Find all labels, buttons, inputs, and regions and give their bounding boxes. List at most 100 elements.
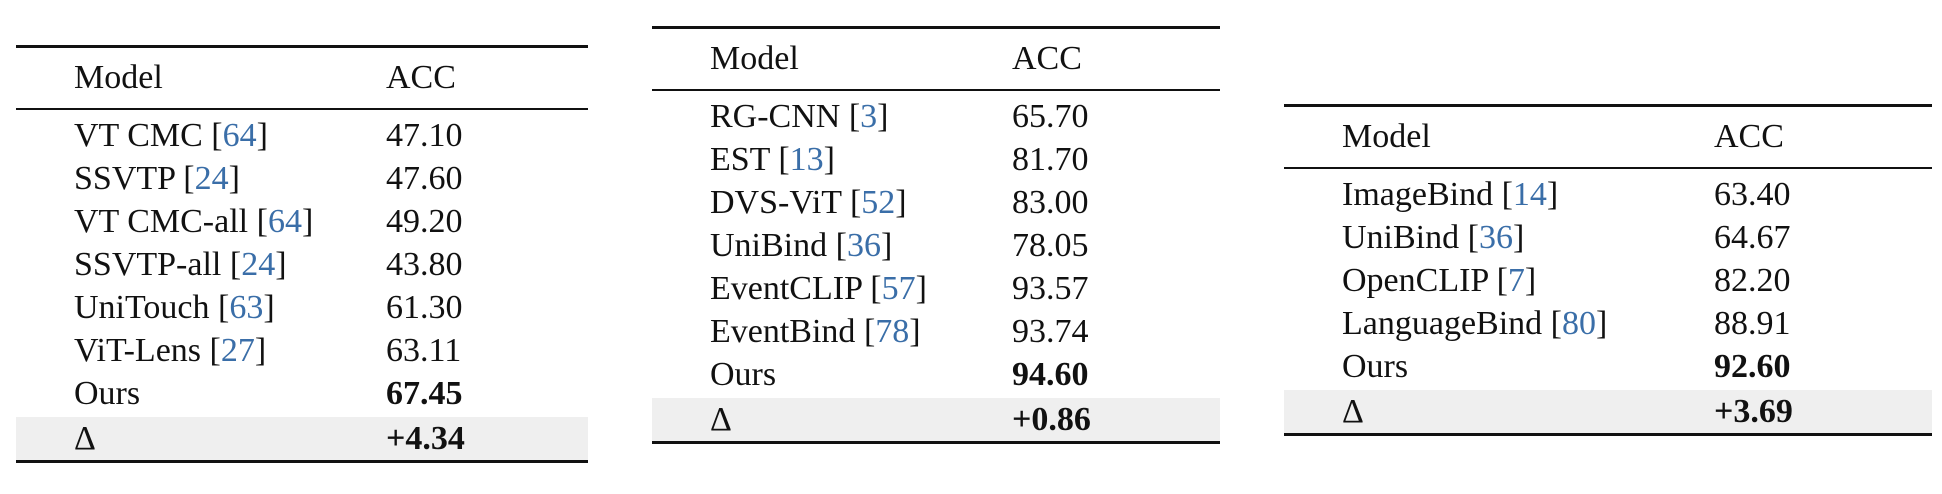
acc-value: 47.10 — [386, 117, 463, 154]
model-cell: LanguageBind [80] — [1342, 305, 1608, 342]
citation-link[interactable]: 80 — [1562, 305, 1596, 342]
acc-value: 78.05 — [1012, 227, 1089, 264]
acc-value: 63.11 — [386, 332, 462, 369]
table-row: UniTouch [63] 61.30 — [16, 286, 588, 329]
model-cell: UniBind [36] — [710, 227, 893, 264]
model-name: RG-CNN — [710, 98, 841, 135]
citation-link[interactable]: 36 — [1478, 219, 1513, 256]
model-name: UniBind — [1342, 219, 1460, 256]
citation-link[interactable]: 3 — [860, 98, 878, 135]
citation-link[interactable]: 64 — [267, 203, 302, 240]
delta-label: Δ — [710, 401, 732, 438]
ours-row: Ours 94.60 — [652, 353, 1220, 396]
delta-acc: +3.69 — [1714, 393, 1793, 430]
acc-value: 49.20 — [386, 203, 463, 240]
delta-acc: +0.86 — [1012, 401, 1091, 438]
acc-value: 65.70 — [1012, 98, 1089, 135]
header-acc: ACC — [1012, 40, 1082, 77]
table-row: EventBind [78] 93.74 — [652, 310, 1220, 353]
model-cell: ViT-Lens [27] — [74, 332, 267, 369]
acc-value: 61.30 — [386, 289, 463, 326]
results-table-1: Model ACC VT CMC [64] 47.10 SSVTP [24] 47.60 V… — [16, 45, 588, 463]
acc-value: 63.40 — [1714, 176, 1791, 213]
delta-label: Δ — [74, 420, 96, 457]
table-row: OpenCLIP [7] 82.20 — [1284, 259, 1932, 302]
ours-label: Ours — [1342, 348, 1409, 385]
citation-link[interactable]: 78 — [875, 313, 910, 350]
table-row: SSVTP-all [24] 43.80 — [16, 243, 588, 286]
header-model: Model — [1342, 118, 1431, 155]
ours-acc: 67.45 — [386, 375, 463, 412]
table-row: VT CMC [64] 47.10 — [16, 114, 588, 157]
results-table-2: Model ACC RG-CNN [3] 65.70 EST [13] 81.70 DVS-… — [652, 26, 1220, 444]
ours-acc: 92.60 — [1714, 348, 1791, 385]
table-row: RG-CNN [3] 65.70 — [652, 95, 1220, 138]
citation-link[interactable]: 14 — [1512, 176, 1547, 213]
model-name: ImageBind — [1342, 176, 1494, 213]
table-row: EST [13] 81.70 — [652, 138, 1220, 181]
ours-label: Ours — [74, 375, 141, 412]
citation-link[interactable]: 52 — [861, 184, 896, 221]
ours-label: Ours — [710, 356, 777, 393]
citation-link[interactable]: 36 — [846, 227, 881, 264]
acc-value: 88.91 — [1714, 305, 1791, 342]
model-name: SSVTP — [74, 160, 175, 197]
model-name: VT CMC — [74, 117, 203, 154]
citation-link[interactable]: 57 — [881, 270, 916, 307]
header-model: Model — [74, 59, 163, 96]
ours-row: Ours 67.45 — [16, 372, 588, 415]
table-row: UniBind [36] 64.67 — [1284, 216, 1932, 259]
model-name: ViT-Lens — [74, 332, 202, 369]
model-name: EST — [710, 141, 770, 178]
header-row: Model ACC — [1284, 107, 1932, 169]
citation-link[interactable]: 7 — [1507, 262, 1525, 299]
acc-value: 93.74 — [1012, 313, 1089, 350]
results-table-3: Model ACC ImageBind [14] 63.40 UniBind [36] 6… — [1284, 104, 1932, 436]
model-cell: EventCLIP [57] — [710, 270, 927, 307]
delta-row: Δ +3.69 — [1284, 390, 1932, 433]
model-name: UniBind — [710, 227, 828, 264]
model-name: DVS-ViT — [710, 184, 842, 221]
acc-value: 43.80 — [386, 246, 463, 283]
model-cell: DVS-ViT [52] — [710, 184, 907, 221]
header-acc: ACC — [1714, 118, 1784, 155]
table-row: ImageBind [14] 63.40 — [1284, 173, 1932, 216]
citation-link[interactable]: 64 — [222, 117, 257, 154]
table-row: LanguageBind [80] 88.91 — [1284, 302, 1932, 345]
model-name: SSVTP-all — [74, 246, 222, 283]
model-cell: VT CMC-all [64] — [74, 203, 314, 240]
table-row: EventCLIP [57] 93.57 — [652, 267, 1220, 310]
table-row: VT CMC-all [64] 49.20 — [16, 200, 588, 243]
table-row: ViT-Lens [27] 63.11 — [16, 329, 588, 372]
model-cell: UniTouch [63] — [74, 289, 275, 326]
model-cell: VT CMC [64] — [74, 117, 268, 154]
citation-link[interactable]: 24 — [194, 160, 229, 197]
ours-acc: 94.60 — [1012, 356, 1089, 393]
model-cell: OpenCLIP [7] — [1342, 262, 1537, 299]
model-cell: ImageBind [14] — [1342, 176, 1559, 213]
citation-link[interactable]: 63 — [229, 289, 264, 326]
acc-value: 83.00 — [1012, 184, 1089, 221]
acc-value: 64.67 — [1714, 219, 1791, 256]
ours-row: Ours 92.60 — [1284, 345, 1932, 388]
citation-link[interactable]: 13 — [789, 141, 824, 178]
model-cell: EventBind [78] — [710, 313, 921, 350]
model-cell: SSVTP [24] — [74, 160, 240, 197]
header-row: Model ACC — [652, 29, 1220, 91]
delta-acc: +4.34 — [386, 420, 465, 457]
citation-link[interactable]: 27 — [220, 332, 255, 369]
table-row: DVS-ViT [52] 83.00 — [652, 181, 1220, 224]
header-model: Model — [710, 40, 799, 77]
model-cell: UniBind [36] — [1342, 219, 1525, 256]
acc-value: 93.57 — [1012, 270, 1089, 307]
table-row: SSVTP [24] 47.60 — [16, 157, 588, 200]
acc-value: 81.70 — [1012, 141, 1089, 178]
table-row: UniBind [36] 78.05 — [652, 224, 1220, 267]
citation-link[interactable]: 24 — [241, 246, 276, 283]
acc-value: 47.60 — [386, 160, 463, 197]
model-name: VT CMC-all — [74, 203, 249, 240]
model-name: EventCLIP — [710, 270, 862, 307]
delta-row: Δ +4.34 — [16, 417, 588, 460]
model-name: EventBind — [710, 313, 856, 350]
model-name: LanguageBind — [1342, 305, 1543, 342]
